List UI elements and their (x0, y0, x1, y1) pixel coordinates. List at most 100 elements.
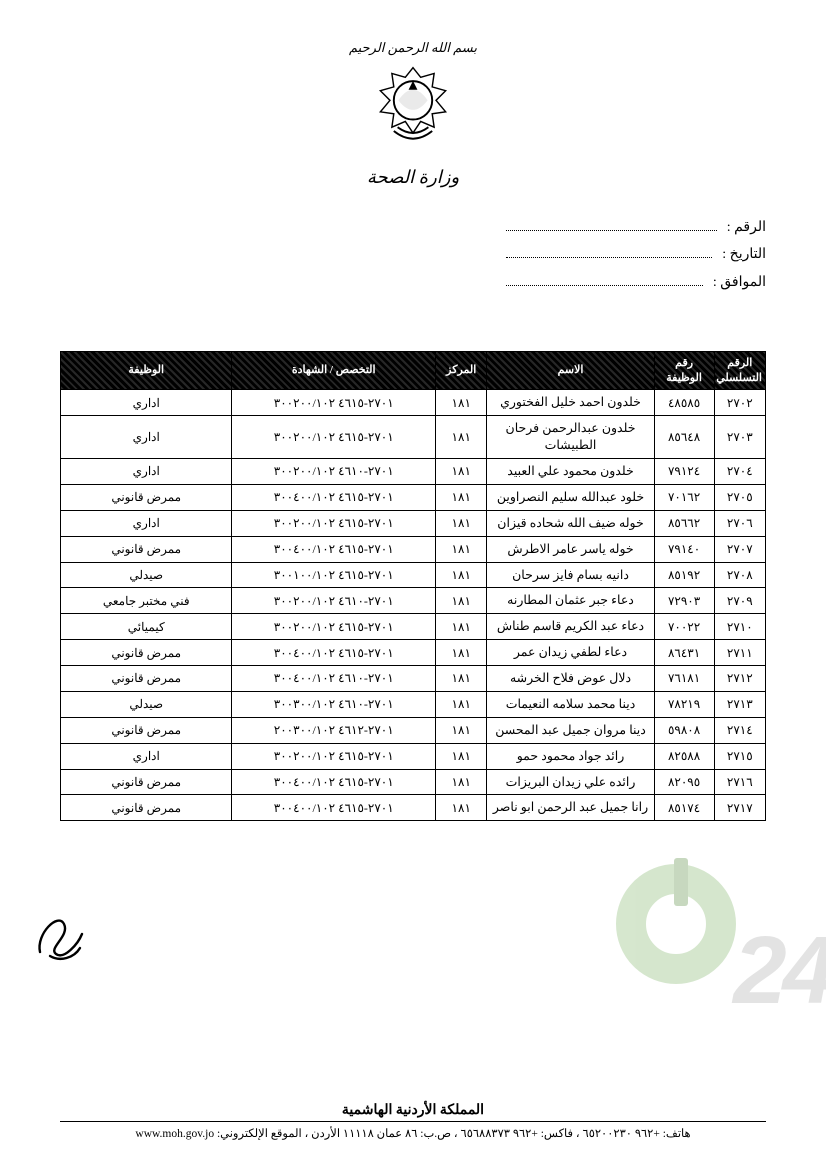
cell-seq: ٢٧٠٥ (714, 484, 765, 510)
cell-ctr: ١٨١ (436, 588, 487, 614)
cell-ctr: ١٨١ (436, 390, 487, 416)
table-row: ٢٧٠٣٨٥٦٤٨خلدون عبدالرحمن فرحان الطبيشات١… (61, 416, 766, 459)
cell-emp: ٧٩١٤٠ (654, 536, 714, 562)
cell-emp: ٧٢٩٠٣ (654, 588, 714, 614)
cell-ctr: ١٨١ (436, 614, 487, 640)
cell-ctr: ١٨١ (436, 640, 487, 666)
basmala: بسم الله الرحمن الرحيم (60, 40, 766, 56)
cell-spec: ٢٧٠١-٤٦١٠ ٣٠٠٢٠٠/١٠٢ (232, 588, 436, 614)
th-name: الاسم (487, 351, 654, 390)
th-center: المركز (436, 351, 487, 390)
table-row: ٢٧٠٢٤٨٥٨٥خلدون احمد خليل الفختوري١٨١٢٧٠١… (61, 390, 766, 416)
cell-job: ممرض قانوني (61, 536, 232, 562)
cell-spec: ٢٧٠١-٤٦١٠ ٣٠٠٢٠٠/١٠٢ (232, 459, 436, 485)
footer-fax: +٩٦٢ ٦٥٦٨٨٣٧٣ (461, 1128, 538, 1140)
footer-phone: +٩٦٢ ٦٥٢٠٠٢٣٠ (583, 1128, 660, 1140)
cell-ctr: ١٨١ (436, 717, 487, 743)
cell-spec: ٢٧٠١-٤٦١٠ ٣٠٠٣٠٠/١٠٢ (232, 691, 436, 717)
table-row: ٢٧٠٥٧٠١٦٢خلود عبدالله سليم النصراوين١٨١٢… (61, 484, 766, 510)
cell-name: خلدون احمد خليل الفختوري (487, 390, 654, 416)
table-row: ٢٧١٦٨٢٠٩٥رائده علي زيدان البريزات١٨١٢٧٠١… (61, 769, 766, 795)
table-row: ٢٧١٤٥٩٨٠٨دينا مروان جميل عبد المحسن١٨١٢٧… (61, 717, 766, 743)
footer-kingdom: المملكة الأردنية الهاشمية (60, 1102, 766, 1119)
cell-name: دينا مروان جميل عبد المحسن (487, 717, 654, 743)
ministry-name: وزارة الصحة (60, 167, 766, 188)
cell-spec: ٢٧٠١-٤٦١٥ ٣٠٠٤٠٠/١٠٢ (232, 769, 436, 795)
cell-spec: ٢٧٠١-٤٦١٥ ٣٠٠٤٠٠/١٠٢ (232, 484, 436, 510)
cell-emp: ٨٢٥٨٨ (654, 743, 714, 769)
cell-job: صيدلي (61, 562, 232, 588)
cell-ctr: ١٨١ (436, 459, 487, 485)
footer-phone-label: هاتف: (660, 1128, 691, 1140)
table-row: ٢٧٠٤٧٩١٢٤خلدون محمود علي العبيد١٨١٢٧٠١-٤… (61, 459, 766, 485)
cell-job: ممرض قانوني (61, 640, 232, 666)
cell-spec: ٢٧٠١-٤٦١٥ ٣٠٠١٠٠/١٠٢ (232, 562, 436, 588)
cell-job: كيميائي (61, 614, 232, 640)
cell-ctr: ١٨١ (436, 795, 487, 821)
footer-site-label: ، الموقع الإلكتروني: (214, 1128, 308, 1140)
cell-spec: ٢٧٠١-٤٦١٥ ٣٠٠٤٠٠/١٠٢ (232, 536, 436, 562)
cell-seq: ٢٧١٦ (714, 769, 765, 795)
cell-ctr: ١٨١ (436, 536, 487, 562)
cell-job: فني مختبر جامعي (61, 588, 232, 614)
table-row: ٢٧٠٩٧٢٩٠٣دعاء جبر عثمان المطارنه١٨١٢٧٠١-… (61, 588, 766, 614)
cell-job: ممرض قانوني (61, 717, 232, 743)
cell-job: اداري (61, 390, 232, 416)
cell-spec: ٢٧٠١-٤٦١٢ ٢٠٠٣٠٠/١٠٢ (232, 717, 436, 743)
cell-ctr: ١٨١ (436, 743, 487, 769)
cell-emp: ٨٦٤٣١ (654, 640, 714, 666)
th-emp: رقم الوظيفة (654, 351, 714, 390)
table-row: ٢٧٠٧٧٩١٤٠خوله ياسر عامر الاطرش١٨١٢٧٠١-٤٦… (61, 536, 766, 562)
reference-block: الرقم : التاريخ : الموافق : (506, 218, 766, 291)
emblem-icon (365, 60, 461, 161)
table-row: ٢٧١٢٧٦١٨١دلال عوض فلاح الخرشه١٨١٢٧٠١-٤٦١… (61, 666, 766, 692)
cell-job: ممرض قانوني (61, 484, 232, 510)
cell-emp: ٥٩٨٠٨ (654, 717, 714, 743)
watermark: 24 (526, 794, 826, 1054)
cell-seq: ٢٧٠٩ (714, 588, 765, 614)
footer-site: www.moh.gov.jo (135, 1128, 214, 1140)
cell-job: ممرض قانوني (61, 769, 232, 795)
table-header-row: الرقم التسلسلي رقم الوظيفة الاسم المركز … (61, 351, 766, 390)
cell-spec: ٢٧٠١-٤٦١٥ ٣٠٠٢٠٠/١٠٢ (232, 390, 436, 416)
table-row: ٢٧٠٦٨٥٦٦٢خوله ضيف الله شحاده قيزان١٨١٢٧٠… (61, 510, 766, 536)
cell-seq: ٢٧١٥ (714, 743, 765, 769)
ref-number-dots (506, 218, 717, 231)
footer-pobox: ٨٦ عمان ١١١١٨ الأردن (311, 1128, 417, 1140)
cell-spec: ٢٧٠١-٤٦١٠ ٣٠٠٤٠٠/١٠٢ (232, 666, 436, 692)
cell-name: خلود عبدالله سليم النصراوين (487, 484, 654, 510)
footer-pobox-label: ، ص.ب: (417, 1128, 457, 1140)
cell-name: خوله ضيف الله شحاده قيزان (487, 510, 654, 536)
table-row: ٢٧١٥٨٢٥٨٨رائد جواد محمود حمو١٨١٢٧٠١-٤٦١٥… (61, 743, 766, 769)
cell-seq: ٢٧٠٨ (714, 562, 765, 588)
footer-fax-label: ، فاكس: (538, 1128, 580, 1140)
cell-name: خوله ياسر عامر الاطرش (487, 536, 654, 562)
cell-emp: ٨٥١٩٢ (654, 562, 714, 588)
cell-ctr: ١٨١ (436, 416, 487, 459)
cell-spec: ٢٧٠١-٤٦١٥ ٣٠٠٤٠٠/١٠٢ (232, 795, 436, 821)
th-spec: التخصص / الشهادة (232, 351, 436, 390)
cell-emp: ٤٨٥٨٥ (654, 390, 714, 416)
cell-seq: ٢٧١٢ (714, 666, 765, 692)
cell-emp: ٨٥٦٦٢ (654, 510, 714, 536)
cell-name: رائد جواد محمود حمو (487, 743, 654, 769)
cell-spec: ٢٧٠١-٤٦١٥ ٣٠٠٢٠٠/١٠٢ (232, 614, 436, 640)
ref-date-dots (506, 246, 712, 259)
watermark-text: 24 (733, 916, 826, 1026)
cell-spec: ٢٧٠١-٤٦١٥ ٣٠٠٢٠٠/١٠٢ (232, 743, 436, 769)
cell-emp: ٧٦١٨١ (654, 666, 714, 692)
cell-ctr: ١٨١ (436, 484, 487, 510)
cell-emp: ٧٠١٦٢ (654, 484, 714, 510)
table-row: ٢٧١١٨٦٤٣١دعاء لطفي زيدان عمر١٨١٢٧٠١-٤٦١٥… (61, 640, 766, 666)
cell-ctr: ١٨١ (436, 562, 487, 588)
table-row: ٢٧١٧٨٥١٧٤رانا جميل عبد الرحمن ابو ناصر١٨… (61, 795, 766, 821)
cell-seq: ٢٧١٤ (714, 717, 765, 743)
cell-seq: ٢٧٠٢ (714, 390, 765, 416)
cell-job: ممرض قانوني (61, 795, 232, 821)
cell-seq: ٢٧٠٦ (714, 510, 765, 536)
cell-seq: ٢٧٠٧ (714, 536, 765, 562)
cell-emp: ٨٢٠٩٥ (654, 769, 714, 795)
cell-ctr: ١٨١ (436, 691, 487, 717)
cell-emp: ٨٥١٧٤ (654, 795, 714, 821)
cell-seq: ٢٧١٣ (714, 691, 765, 717)
